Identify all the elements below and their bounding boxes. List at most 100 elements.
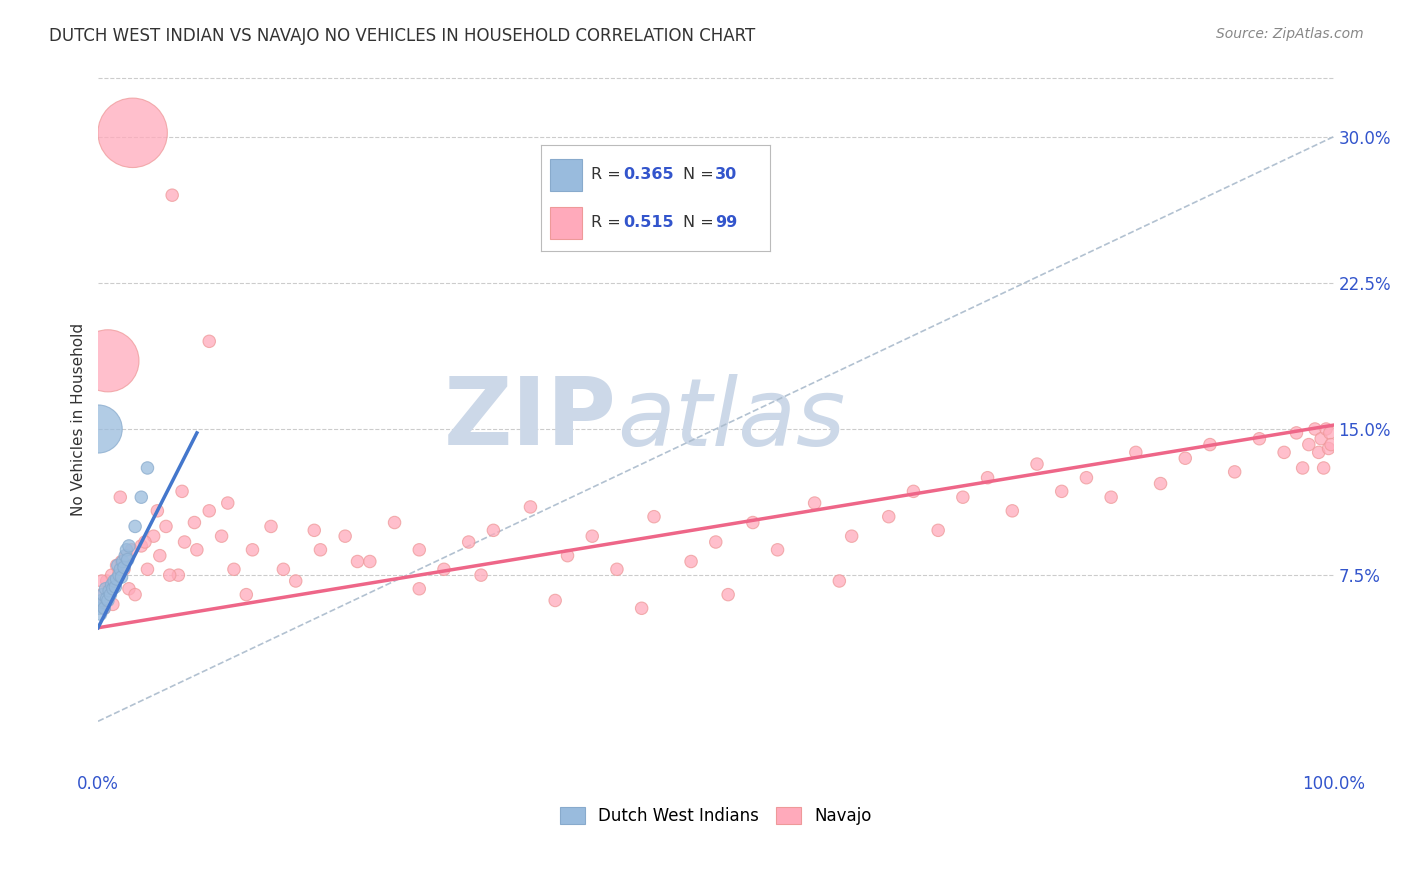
FancyBboxPatch shape (550, 159, 582, 191)
Point (134, 535, 156, 549)
Point (346, 554, 368, 568)
Point (1249, 432, 1271, 446)
Point (100, 588, 122, 602)
Point (309, 542, 332, 557)
Point (87, 598, 110, 612)
Point (260, 519, 283, 533)
Point (97, 353, 120, 368)
Point (96, 574, 118, 588)
Point (136, 562, 159, 576)
Point (1312, 461, 1334, 475)
Point (94, 582, 117, 596)
Point (149, 549, 172, 563)
Point (643, 509, 665, 524)
Point (1320, 437, 1343, 451)
Text: 30: 30 (714, 167, 737, 182)
Text: R =: R = (591, 215, 626, 230)
Point (96, 591, 118, 606)
Point (581, 529, 603, 543)
Legend: Dutch West Indians, Navajo: Dutch West Indians, Navajo (560, 806, 872, 825)
Point (242, 542, 264, 557)
Text: DUTCH WEST INDIAN VS NAVAJO NO VEHICLES IN HOUSEHOLD CORRELATION CHART: DUTCH WEST INDIAN VS NAVAJO NO VEHICLES … (49, 27, 755, 45)
Point (284, 574, 307, 588)
Point (91, 588, 114, 602)
Point (108, 568, 131, 582)
Point (98, 583, 121, 598)
Point (1291, 461, 1313, 475)
Point (90, 574, 112, 588)
Point (1076, 471, 1098, 485)
Point (470, 568, 492, 582)
Point (124, 519, 146, 533)
Point (186, 542, 208, 557)
Point (198, 504, 221, 518)
Point (1317, 442, 1340, 456)
Point (90, 593, 112, 607)
Point (110, 562, 132, 576)
Point (1026, 457, 1049, 471)
Text: atlas: atlas (617, 374, 845, 465)
Point (1272, 445, 1295, 459)
Point (630, 601, 652, 615)
Point (841, 529, 863, 543)
Point (89, 598, 111, 612)
Point (89, 607, 111, 621)
Point (976, 471, 998, 485)
Point (101, 582, 124, 596)
Point (129, 539, 152, 553)
Point (408, 582, 430, 596)
Text: N =: N = (683, 167, 718, 182)
Point (519, 500, 541, 514)
Point (173, 535, 195, 549)
Point (803, 496, 825, 510)
Text: N =: N = (683, 215, 718, 230)
Point (121, 126, 143, 140)
Point (273, 562, 295, 576)
Point (927, 524, 949, 538)
Point (93, 601, 115, 615)
Point (97, 593, 120, 607)
Point (100, 568, 122, 582)
Point (681, 554, 703, 568)
Point (1199, 437, 1222, 451)
Point (120, 542, 142, 557)
Point (114, 549, 136, 563)
Point (111, 554, 134, 568)
Point (557, 549, 579, 563)
Point (124, 588, 146, 602)
Point (1315, 422, 1337, 436)
Point (235, 588, 257, 602)
Point (160, 188, 183, 202)
FancyBboxPatch shape (550, 207, 582, 238)
Point (1050, 484, 1073, 499)
Point (167, 568, 190, 582)
Point (1308, 445, 1330, 459)
Point (115, 549, 138, 563)
Point (1298, 437, 1320, 451)
Point (1001, 504, 1024, 518)
Point (112, 562, 135, 576)
Point (115, 542, 138, 557)
Point (101, 598, 124, 612)
Point (136, 461, 159, 475)
Point (544, 593, 567, 607)
Point (1303, 422, 1326, 436)
Point (1310, 432, 1333, 446)
Point (482, 524, 505, 538)
Point (170, 484, 193, 499)
Point (222, 562, 245, 576)
Point (1149, 476, 1171, 491)
Text: ZIP: ZIP (444, 373, 617, 466)
Point (903, 484, 925, 499)
Point (183, 516, 205, 530)
Point (87, 422, 110, 436)
Point (704, 535, 727, 549)
Point (103, 578, 125, 592)
Point (100, 578, 122, 592)
Point (110, 490, 132, 504)
Point (155, 519, 177, 533)
Point (104, 580, 127, 594)
Point (108, 566, 131, 581)
Point (105, 558, 128, 573)
Point (117, 552, 139, 566)
